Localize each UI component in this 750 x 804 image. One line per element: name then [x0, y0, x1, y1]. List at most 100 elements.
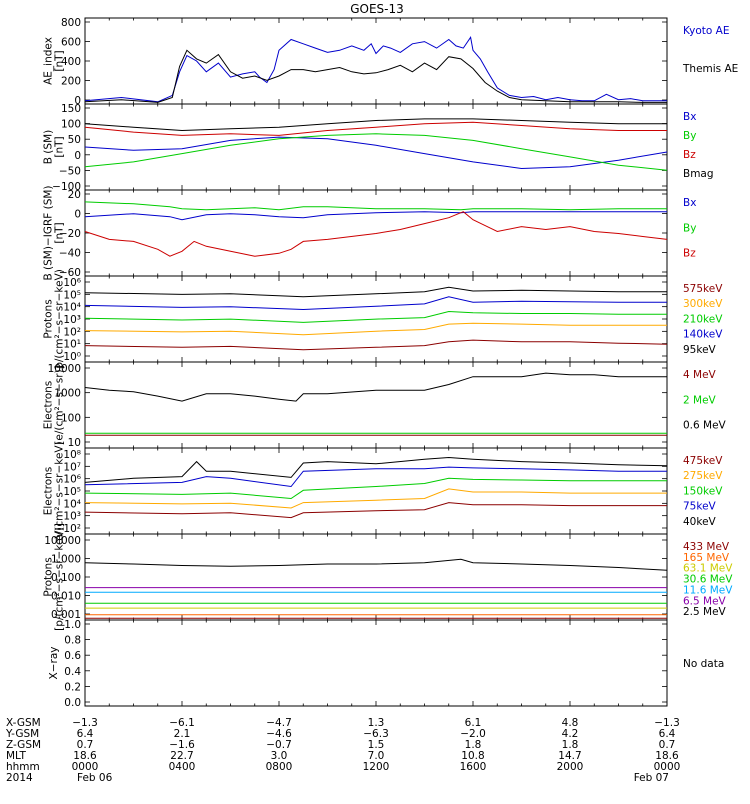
panel-2: 150 100 50 0 −50 −100 B (SM) [nT] Bx By Bz Bmag — [43, 103, 714, 193]
orbit-value: −1.3 — [72, 717, 98, 729]
legend-entry: 275keV — [683, 470, 723, 482]
panel-7: 10.000 1.000 0.100 0.010 0.001 Protons [p/(cm²… — [43, 523, 734, 631]
legend-entry: 63.1 MeV — [683, 563, 733, 575]
y-tick-label: 10⁸ — [63, 449, 81, 461]
orbit-value: 2000 — [557, 761, 584, 773]
orbit-value: −1.3 — [654, 717, 680, 729]
series-line — [84, 310, 667, 323]
y-axis-label: Protons — [43, 299, 55, 338]
y-axis-label: AE_index — [43, 37, 55, 85]
series-line — [84, 372, 667, 402]
panel-frame — [84, 533, 668, 621]
legend-entry: Bx — [683, 197, 696, 209]
orbit-value: 4.8 — [562, 717, 579, 729]
orbit-row-label: hhmm — [6, 761, 40, 773]
legend-entry: Themis AE — [682, 63, 738, 75]
legend-entry: Bmag — [683, 168, 714, 180]
orbit-value: 0400 — [169, 761, 196, 773]
y-tick-label: 0 — [74, 150, 81, 162]
panel-frame — [84, 447, 668, 535]
series-line — [84, 502, 667, 519]
legend-entry: 0.6 MeV — [683, 420, 727, 432]
y-tick-label: 800 — [61, 17, 81, 29]
legend-entry: 75keV — [683, 501, 717, 513]
y-tick-label: 200 — [61, 76, 81, 88]
orbit-value: 1.8 — [562, 739, 579, 751]
series-line — [84, 466, 667, 488]
y-tick-label: 1.0 — [64, 619, 81, 631]
legend-entry: 210keV — [683, 313, 723, 325]
orbit-value: 0000 — [654, 761, 681, 773]
legend-entry: Bx — [683, 111, 696, 123]
y-axis-label: [p/(cm²−s−sr−keV)] — [54, 523, 66, 631]
legend-entry: Bz — [683, 248, 696, 260]
series-line — [84, 136, 668, 170]
y-tick-label: 10⁶ — [63, 474, 81, 486]
legend-entry: 40keV — [683, 516, 717, 528]
y-tick-label: 0.100 — [51, 572, 81, 584]
orbit-value: 1.5 — [368, 739, 385, 751]
orbit-value: Feb 06 — [77, 772, 113, 784]
legend-entry: 475keV — [683, 455, 723, 467]
y-axis-label: [nT] — [54, 222, 66, 243]
orbit-value: 1200 — [363, 761, 390, 773]
series-line — [84, 296, 667, 311]
legend-entry: Kyoto AE — [683, 25, 729, 37]
orbit-value: 6.4 — [659, 728, 676, 740]
y-tick-label: 10¹ — [63, 339, 81, 351]
orbit-value: 0.7 — [77, 739, 94, 751]
y-tick-label: 10⁵ — [63, 486, 81, 498]
orbit-value: 10.8 — [461, 750, 484, 762]
y-tick-label: 20 — [68, 189, 81, 201]
orbit-value: 3.0 — [271, 750, 288, 762]
y-tick-label: 0.6 — [64, 650, 81, 662]
y-tick-label: 10⁶ — [63, 277, 81, 289]
orbit-row-label: 2014 — [6, 772, 33, 784]
orbit-value: 6.4 — [77, 728, 94, 740]
no-data-note: No data — [683, 658, 724, 670]
y-tick-label: 10000 — [48, 363, 81, 375]
y-tick-label: 0.0 — [64, 697, 81, 709]
y-tick-label: −40 — [59, 248, 81, 260]
series-line — [84, 339, 668, 351]
y-tick-label: −20 — [59, 228, 81, 240]
orbit-value: 7.0 — [368, 750, 385, 762]
orbit-value: 1.8 — [465, 739, 482, 751]
y-tick-label: 400 — [61, 56, 81, 68]
y-tick-label: 150 — [61, 103, 81, 115]
y-axis-label: p/(cm²−s−sr−keV) — [54, 269, 66, 369]
series-line — [84, 211, 667, 221]
y-axis-label: Protons — [43, 557, 55, 596]
y-tick-label: 0.010 — [51, 591, 81, 603]
orbit-value: 1.3 — [368, 717, 385, 729]
series-line — [84, 118, 667, 132]
y-tick-label: 0 — [74, 95, 81, 107]
y-tick-label: 1.000 — [51, 554, 81, 566]
orbit-value: −6.3 — [363, 728, 389, 740]
orbit-value: −2.0 — [460, 728, 486, 740]
legend-entry: 300keV — [683, 298, 723, 310]
y-axis-label: e/(cm²−s−sr−keV) — [54, 441, 66, 540]
orbit-value: 18.6 — [655, 750, 679, 762]
orbit-value: −4.7 — [266, 717, 292, 729]
y-axis-label: Electrons — [43, 381, 55, 430]
series-line — [84, 49, 667, 103]
y-tick-label: 1000 — [54, 388, 81, 400]
orbit-value: −1.6 — [169, 739, 195, 751]
legend-entry: 95keV — [683, 344, 717, 356]
y-tick-label: 10⁵ — [63, 289, 81, 301]
orbit-row-label: X-GSM — [6, 717, 41, 729]
y-tick-label: 10⁴ — [63, 302, 81, 314]
series-line — [84, 36, 667, 103]
orbit-value: 14.7 — [558, 750, 581, 762]
y-tick-label: 0 — [74, 209, 81, 221]
orbit-value: 18.6 — [73, 750, 97, 762]
panel-frame — [84, 103, 668, 191]
panel-frame — [84, 619, 668, 707]
series-line — [84, 133, 668, 171]
series-line — [84, 201, 667, 211]
series-line — [84, 558, 668, 571]
y-tick-label: 10⁷ — [63, 461, 81, 473]
